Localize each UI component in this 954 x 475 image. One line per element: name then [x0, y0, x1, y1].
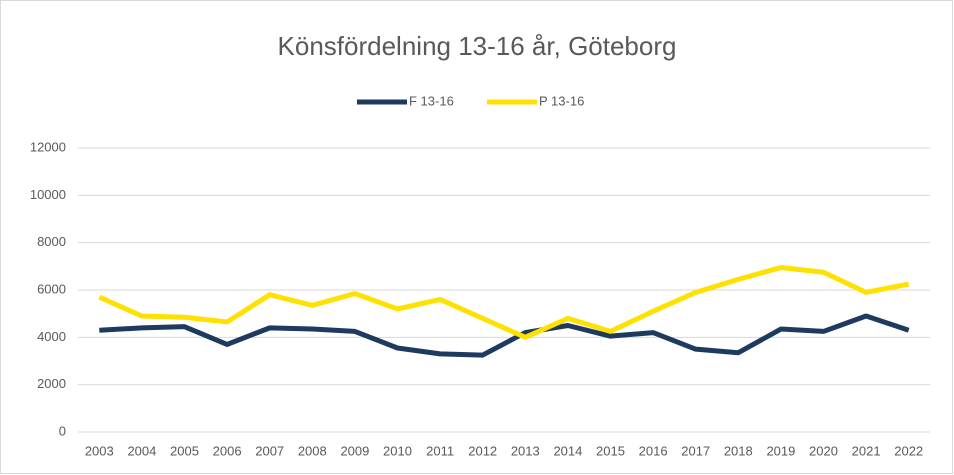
x-tick-label: 2018: [724, 443, 753, 458]
x-tick-label: 2004: [127, 443, 156, 458]
x-tick-label: 2009: [340, 443, 369, 458]
legend-label: P 13-16: [539, 93, 584, 108]
x-tick-label: 2022: [894, 443, 923, 458]
x-tick-label: 2003: [85, 443, 114, 458]
y-tick-label: 4000: [37, 329, 66, 344]
x-tick-label: 2008: [298, 443, 327, 458]
y-tick-label: 6000: [37, 281, 66, 296]
line-series: [99, 313, 910, 358]
x-tick-label: 2005: [170, 443, 199, 458]
x-tick-label: 2019: [766, 443, 795, 458]
x-tick-label: 2012: [468, 443, 497, 458]
y-tick-label: 12000: [30, 139, 66, 154]
x-tick-label: 2017: [681, 443, 710, 458]
x-tick-label: 2020: [809, 443, 838, 458]
x-tick-label: 2013: [511, 443, 540, 458]
x-tick-label: 2006: [213, 443, 242, 458]
x-tick-label: 2015: [596, 443, 625, 458]
legend-label: F 13-16: [409, 93, 454, 108]
y-tick-label: 2000: [37, 376, 66, 391]
x-tick-label: 2016: [639, 443, 668, 458]
x-tick-label: 2010: [383, 443, 412, 458]
chart-title: Könsfördelning 13-16 år, Göteborg: [278, 31, 677, 61]
x-tick-label: 2007: [255, 443, 284, 458]
x-tick-label: 2014: [553, 443, 582, 458]
y-tick-label: 10000: [30, 187, 66, 202]
x-tick-label: 2021: [852, 443, 881, 458]
y-tick-label: 8000: [37, 234, 66, 249]
y-tick-label: 0: [59, 423, 66, 438]
x-tick-label: 2011: [426, 443, 454, 458]
line-series: [98, 265, 910, 340]
